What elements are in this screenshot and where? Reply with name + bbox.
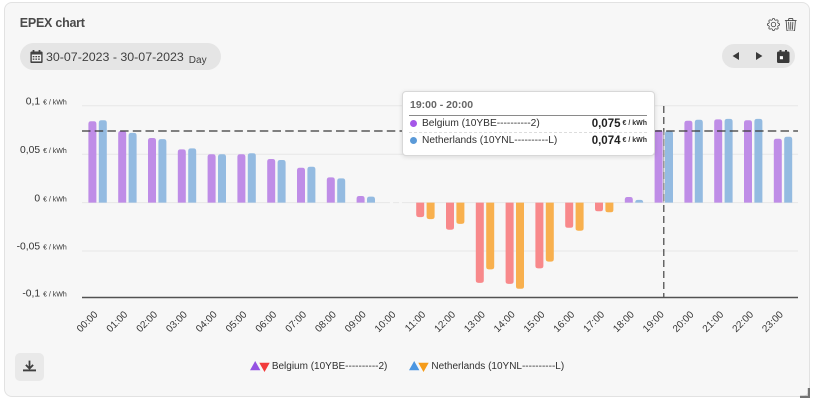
svg-text:0€ / kWh: 0 € / kWh xyxy=(34,193,67,204)
svg-text:17:00: 17:00 xyxy=(582,309,608,335)
svg-text:06:00: 06:00 xyxy=(254,309,280,335)
svg-text:11:00: 11:00 xyxy=(403,309,428,334)
svg-text:01:00: 01:00 xyxy=(105,309,131,335)
svg-text:22:00: 22:00 xyxy=(731,309,757,335)
svg-text:16:00: 16:00 xyxy=(552,309,578,335)
svg-text:18:00: 18:00 xyxy=(611,309,637,335)
svg-text:07:00: 07:00 xyxy=(284,309,310,335)
svg-text:0,05€ / kWh: 0,05 € / kWh xyxy=(20,145,67,156)
svg-text:-0,1€ / kWh: -0,1 € / kWh xyxy=(22,288,67,299)
svg-text:03:00: 03:00 xyxy=(164,309,190,335)
svg-text:23:00: 23:00 xyxy=(760,309,786,335)
svg-text:14:00: 14:00 xyxy=(492,309,518,335)
svg-text:-0,05€ / kWh: -0,05 € / kWh xyxy=(17,242,67,253)
svg-text:15:00: 15:00 xyxy=(522,309,548,335)
svg-text:20:00: 20:00 xyxy=(671,309,697,335)
svg-text:0,1€ / kWh: 0,1 € / kWh xyxy=(26,97,67,108)
svg-text:02:00: 02:00 xyxy=(135,309,161,335)
svg-text:19:00: 19:00 xyxy=(641,309,667,335)
svg-text:04:00: 04:00 xyxy=(194,309,220,335)
svg-text:09:00: 09:00 xyxy=(343,309,369,335)
svg-text:05:00: 05:00 xyxy=(224,309,250,335)
svg-text:13:00: 13:00 xyxy=(462,309,488,335)
svg-text:21:00: 21:00 xyxy=(701,309,727,335)
svg-text:08:00: 08:00 xyxy=(313,309,339,335)
svg-text:12:00: 12:00 xyxy=(433,309,459,335)
svg-text:00:00: 00:00 xyxy=(75,309,101,335)
svg-text:10:00: 10:00 xyxy=(373,309,399,335)
